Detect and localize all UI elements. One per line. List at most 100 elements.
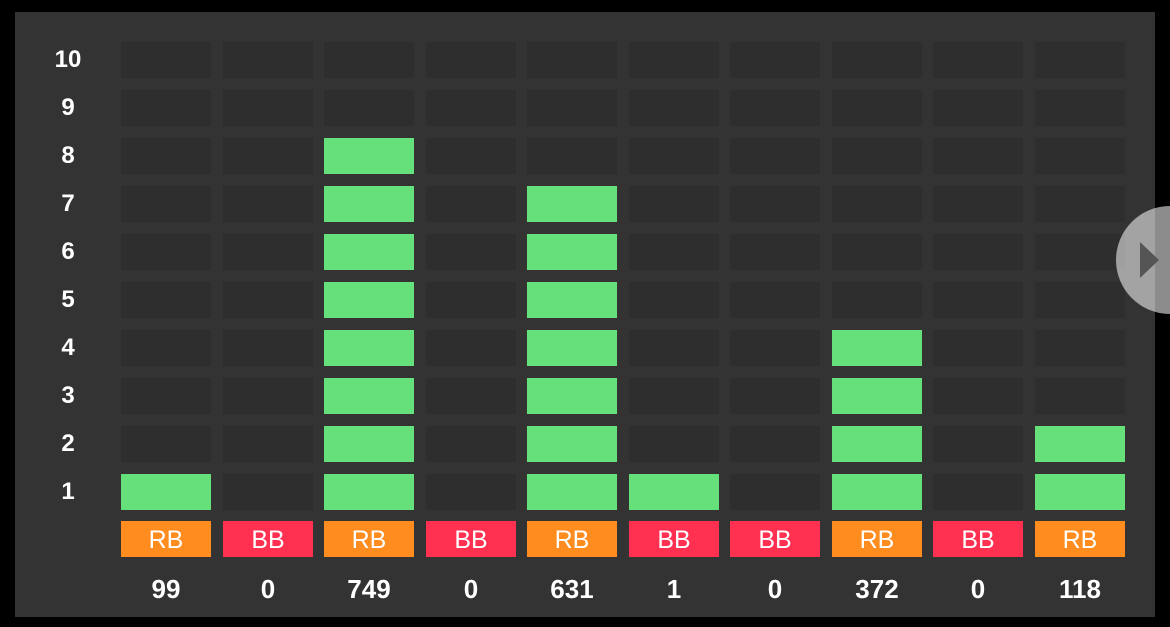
bar-cell-empty <box>730 234 820 270</box>
bar-cell-filled <box>527 474 617 510</box>
bar-cell-empty <box>629 282 719 318</box>
bar-cell-filled <box>1035 474 1125 510</box>
bar-cell-filled <box>1035 426 1125 462</box>
bar-cell-empty <box>730 426 820 462</box>
bar-cell-empty <box>933 426 1023 462</box>
bar-cell-empty <box>426 378 516 414</box>
bar-cell-empty <box>933 138 1023 174</box>
bonus-type-badge: BB <box>730 521 820 557</box>
bar-cell-empty <box>1035 234 1125 270</box>
bar-cell-empty <box>121 42 211 78</box>
bar-cell-filled <box>324 282 414 318</box>
bar-cell-empty <box>730 378 820 414</box>
bar-cell-filled <box>527 378 617 414</box>
bar-cell-empty <box>933 234 1023 270</box>
bonus-type-badge: RB <box>121 521 211 557</box>
bar-cell-empty <box>426 138 516 174</box>
bar-cell-filled <box>324 426 414 462</box>
bar-cell-empty <box>933 186 1023 222</box>
y-axis-label: 5 <box>61 286 75 313</box>
bar-cell-empty <box>629 42 719 78</box>
bar-cell-empty <box>832 138 922 174</box>
bonus-type-badge: RB <box>1035 521 1125 557</box>
bar-cell-empty <box>121 282 211 318</box>
bar-cell-empty <box>933 330 1023 366</box>
bar-cell-filled <box>121 474 211 510</box>
bar-cell-empty <box>730 90 820 126</box>
bar-cell-empty <box>1035 186 1125 222</box>
bar-cell-filled <box>324 234 414 270</box>
y-axis-label: 10 <box>54 46 82 73</box>
bonus-type-badge: BB <box>426 521 516 557</box>
bar-cell-empty <box>629 234 719 270</box>
bar-cell-empty <box>223 90 313 126</box>
bar-cell-empty <box>426 234 516 270</box>
bar-cell-empty <box>629 330 719 366</box>
bar-cell-empty <box>223 330 313 366</box>
bar-cell-filled <box>527 330 617 366</box>
bar-cell-empty <box>730 42 820 78</box>
bar-cell-empty <box>527 42 617 78</box>
y-axis-label: 1 <box>61 478 75 505</box>
y-axis-label: 2 <box>61 430 75 457</box>
bar-cell-empty <box>426 282 516 318</box>
spin-count: 372 <box>855 574 899 604</box>
play-arrow-icon <box>1140 242 1159 278</box>
bar-cell-empty <box>933 474 1023 510</box>
bar-cell-empty <box>223 426 313 462</box>
bar-cell-empty <box>1035 282 1125 318</box>
bar-cell-empty <box>629 138 719 174</box>
bar-cell-empty <box>121 378 211 414</box>
bar-cell-empty <box>426 426 516 462</box>
spin-count: 631 <box>550 574 594 604</box>
bar-cell-empty <box>223 186 313 222</box>
bar-cell-empty <box>629 186 719 222</box>
bar-cell-empty <box>933 42 1023 78</box>
bar-cell-empty <box>223 234 313 270</box>
bar-cell-filled <box>527 234 617 270</box>
bar-cell-empty <box>223 42 313 78</box>
spin-count: 749 <box>347 574 391 604</box>
bar-cell-empty <box>527 90 617 126</box>
spin-count: 99 <box>151 574 181 604</box>
bonus-type-badge: RB <box>527 521 617 557</box>
bar-cell-filled <box>324 378 414 414</box>
bar-cell-empty <box>223 282 313 318</box>
bonus-type-badge: BB <box>933 521 1023 557</box>
y-axis-label: 8 <box>61 142 75 169</box>
bar-cell-filled <box>629 474 719 510</box>
bar-cell-empty <box>527 138 617 174</box>
bar-cell-empty <box>426 42 516 78</box>
spin-count: 0 <box>260 574 276 604</box>
bar-cell-filled <box>324 186 414 222</box>
bar-cell-empty <box>933 378 1023 414</box>
y-axis-label: 4 <box>61 334 75 361</box>
bar-cell-empty <box>730 282 820 318</box>
bar-cell-empty <box>832 282 922 318</box>
bonus-type-badge: RB <box>324 521 414 557</box>
bonus-type-badge: BB <box>629 521 719 557</box>
bar-cell-empty <box>1035 90 1125 126</box>
bar-cell-filled <box>324 138 414 174</box>
y-axis-label: 3 <box>61 382 75 409</box>
bar-cell-filled <box>832 426 922 462</box>
bonus-type-badge: RB <box>832 521 922 557</box>
bar-cell-empty <box>832 234 922 270</box>
bar-cell-empty <box>1035 42 1125 78</box>
bar-cell-empty <box>1035 330 1125 366</box>
bar-cell-empty <box>121 138 211 174</box>
bar-cell-empty <box>426 330 516 366</box>
bar-cell-empty <box>426 90 516 126</box>
bar-cell-empty <box>629 90 719 126</box>
bar-cell-empty <box>933 282 1023 318</box>
bar-cell-filled <box>527 426 617 462</box>
spin-count: 0 <box>463 574 479 604</box>
bar-cell-empty <box>629 378 719 414</box>
bar-cell-empty <box>121 330 211 366</box>
bar-cell-empty <box>121 426 211 462</box>
spin-count: 118 <box>1059 574 1101 604</box>
bar-cell-empty <box>121 186 211 222</box>
bar-cell-empty <box>832 42 922 78</box>
bar-cell-empty <box>223 378 313 414</box>
y-axis-label: 7 <box>61 190 75 217</box>
